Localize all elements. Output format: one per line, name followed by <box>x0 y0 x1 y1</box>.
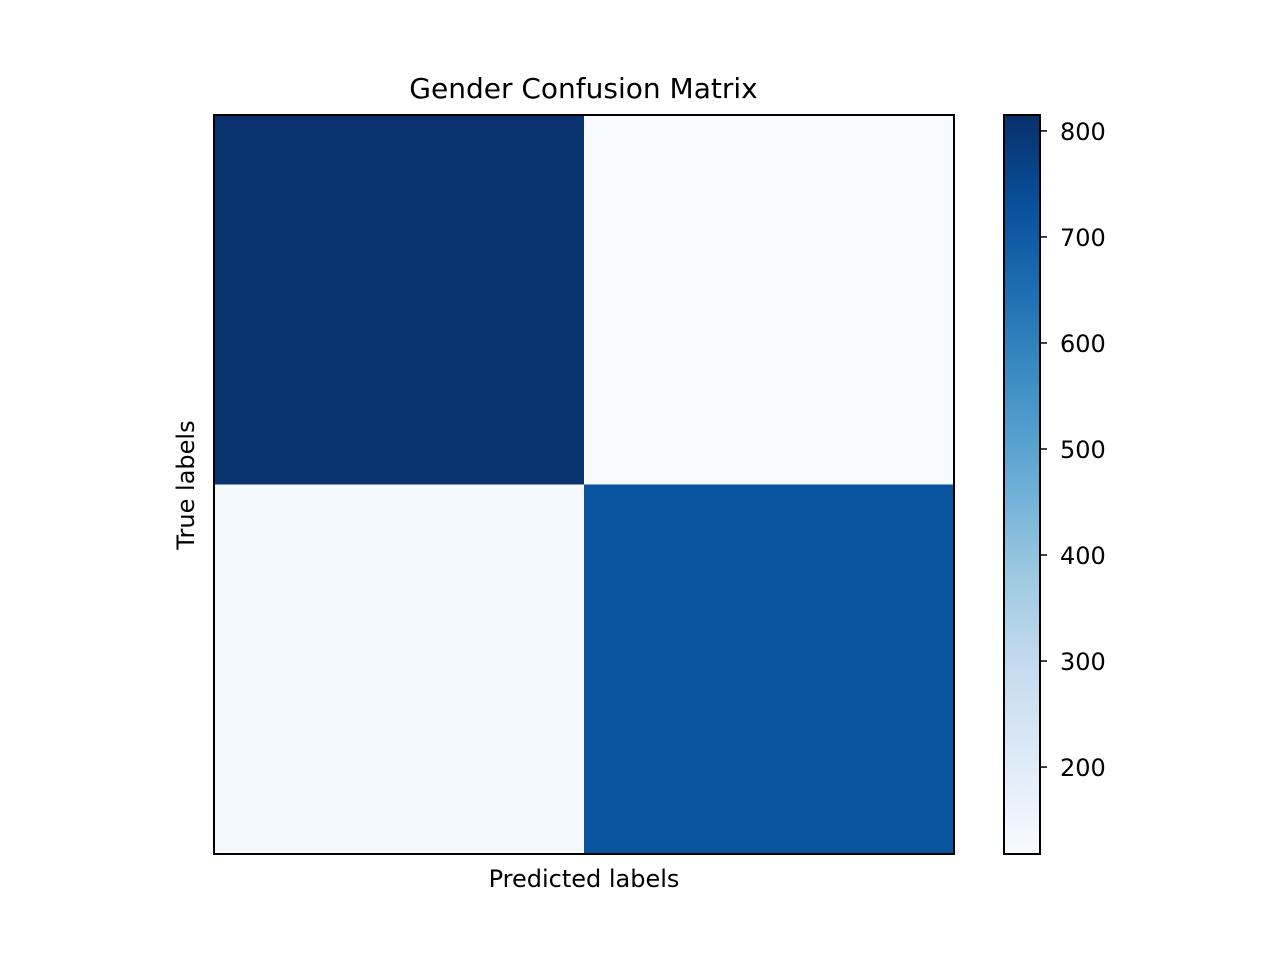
colorbar-tick-label: 700 <box>1060 224 1106 252</box>
heatmap-cell-r1-c0 <box>214 484 585 855</box>
x-axis-label: Predicted labels <box>489 865 680 893</box>
colorbar <box>1003 114 1041 855</box>
colorbar-tick-label: 800 <box>1060 118 1106 146</box>
colorbar-tick-label: 300 <box>1060 648 1106 676</box>
heatmap-cell-r0-c1 <box>584 115 955 485</box>
heatmap-cell-r0-c0 <box>214 115 585 485</box>
colorbar-tick-label: 600 <box>1060 330 1106 358</box>
colorbar-tick-label: 500 <box>1060 436 1106 464</box>
y-axis-label: True labels <box>172 420 200 550</box>
heatmap-cell-r1-c1 <box>584 484 955 855</box>
colorbar-tick-label: 200 <box>1060 754 1106 782</box>
chart-title: Gender Confusion Matrix <box>409 72 757 105</box>
heatmap-cells <box>214 115 955 855</box>
colorbar-ticks: 200 300 400 500 600 700 800 <box>1040 118 1106 782</box>
plot-frame <box>213 114 955 855</box>
colorbar-tick-label: 400 <box>1060 542 1106 570</box>
